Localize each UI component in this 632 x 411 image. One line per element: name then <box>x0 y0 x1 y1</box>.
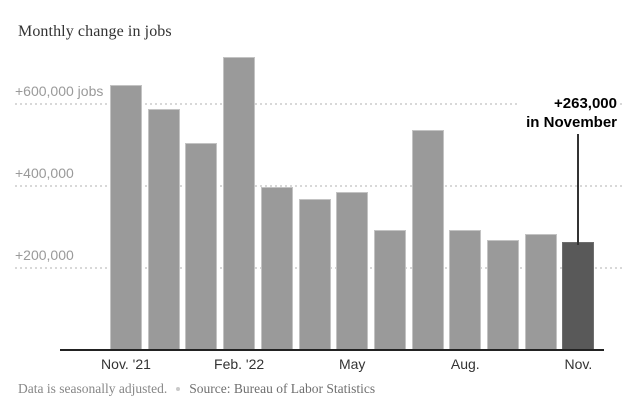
bar-sep-22 <box>487 239 519 350</box>
y-axis-label-600000: +600,000 jobs <box>15 83 104 99</box>
annotation-label: in November <box>526 114 617 131</box>
annotation-leader-line <box>577 133 579 245</box>
footnote-text: Data is seasonally adjusted. <box>18 381 168 396</box>
source-text: Source: Bureau of Labor Statistics <box>189 381 376 396</box>
bar-jul-22 <box>411 129 444 350</box>
bar-apr-22 <box>298 199 331 350</box>
bar-nov-22 <box>562 242 595 350</box>
y-axis-label-400000: +400,000 <box>15 165 74 181</box>
bar-aug-22 <box>449 230 482 350</box>
separator-dot-icon <box>176 387 181 391</box>
gridline-600000 <box>15 103 622 105</box>
x-axis-label-feb-22: Feb. '22 <box>214 356 265 372</box>
annotation-value: +263,000 <box>554 95 617 112</box>
x-axis-label-may: May <box>338 356 366 372</box>
annotation-november: +263,000 in November <box>519 92 617 134</box>
bar-feb-22 <box>223 57 256 350</box>
x-axis-label-nov: Nov. <box>564 356 593 372</box>
bar-jun-22 <box>373 229 406 350</box>
chart-footnote: Data is seasonally adjusted. Source: Bur… <box>18 381 375 397</box>
bar-nov-21 <box>110 84 142 350</box>
bar-oct-22 <box>524 233 557 350</box>
bar-may-22 <box>336 191 369 350</box>
x-axis-line <box>60 349 604 351</box>
bar-dec-21 <box>147 108 180 350</box>
chart-title: Monthly change in jobs <box>18 23 172 40</box>
bar-mar-22 <box>260 186 293 350</box>
bar-jan-22 <box>185 143 218 350</box>
x-axis-label-aug: Aug. <box>450 356 480 372</box>
y-axis-label-200000: +200,000 <box>15 247 74 263</box>
x-axis-label-nov-21: Nov. '21 <box>101 356 151 372</box>
gridline-400000 <box>15 185 622 187</box>
